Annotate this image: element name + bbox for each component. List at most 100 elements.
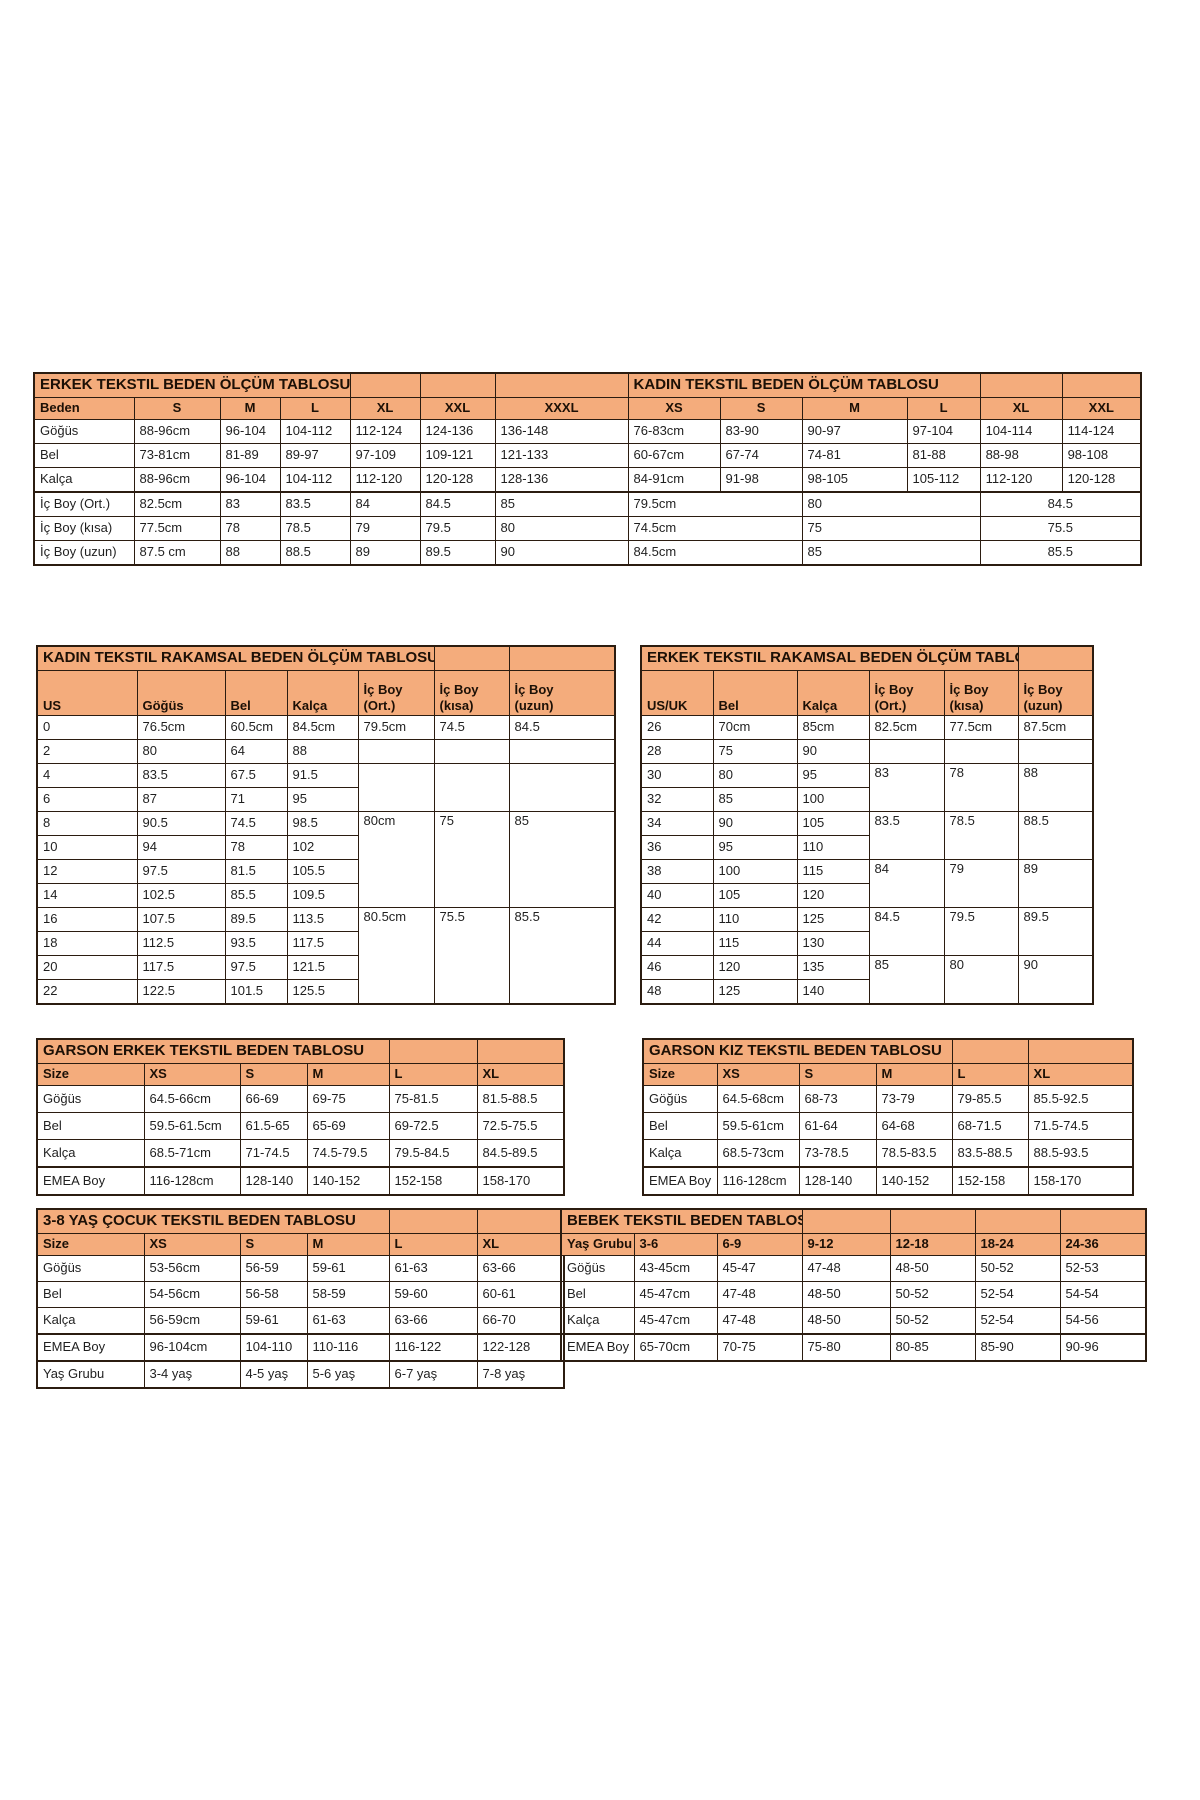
table-cell: 85: [801, 540, 981, 566]
table-cell: 88-98: [979, 443, 1063, 468]
table-cell: 121.5: [286, 955, 359, 980]
table-cell: 81-89: [219, 443, 281, 468]
table-cell: 112-120: [979, 467, 1063, 493]
table-cell: [943, 739, 1019, 764]
table-cell: 100: [796, 787, 870, 812]
table-cell: 112.5: [136, 931, 226, 956]
table-cell: 89: [349, 540, 421, 566]
table-cell: 102.5: [136, 883, 226, 908]
column-header: M: [875, 1063, 953, 1086]
table-cell: 0: [36, 715, 138, 740]
table-cell: 116-122: [388, 1333, 478, 1362]
table-title: ERKEK TEKSTIL RAKAMSAL BEDEN ÖLÇÜM TABLO…: [640, 645, 1019, 671]
table-cell: 78: [224, 835, 288, 860]
table-cell: 83.5: [868, 811, 945, 860]
table-cell: 59-60: [388, 1281, 478, 1308]
column-header: Beden: [33, 397, 135, 420]
garson-erkek-beden-table: GARSON ERKEK TEKSTIL BEDEN TABLOSU Size XS…: [36, 1038, 566, 1196]
column-header: XL: [349, 397, 421, 420]
table-cell: 114-124: [1061, 419, 1142, 444]
table-cell: 105: [796, 811, 870, 836]
table-cell: 50-52: [974, 1255, 1061, 1282]
table-cell: 90-97: [801, 419, 908, 444]
table-cell: 18: [36, 931, 138, 956]
table-cell: 140-152: [306, 1166, 390, 1196]
table-cell: 84.5-89.5: [476, 1139, 565, 1168]
table-cell: 69-75: [306, 1085, 390, 1113]
table-cell: 60.5cm: [224, 715, 288, 740]
table-cell: 90-96: [1059, 1333, 1147, 1362]
table-cell: 60-61: [476, 1281, 565, 1308]
table-cell: 75-80: [801, 1333, 891, 1362]
table-cell: 4-5 yaş: [239, 1360, 308, 1389]
table-cell: 68-71.5: [951, 1112, 1029, 1140]
table-cell: 71-74.5: [239, 1139, 308, 1168]
table-cell: 116-128cm: [716, 1166, 800, 1196]
table-cell: 71.5-74.5: [1027, 1112, 1134, 1140]
header-filler: [974, 1208, 1061, 1234]
column-header: Size: [36, 1063, 145, 1086]
column-header: Göğüs: [136, 670, 226, 716]
table-cell: 80: [801, 491, 981, 517]
table-cell: 83.5-88.5: [951, 1139, 1029, 1168]
header-filler: [889, 1208, 976, 1234]
table-cell: Yaş Grubu: [36, 1360, 145, 1389]
table-cell: 85: [868, 955, 945, 1005]
table-cell: 73-79: [875, 1085, 953, 1113]
table-cell: 22: [36, 979, 138, 1005]
table-cell: Bel: [36, 1281, 145, 1308]
table-cell: 77.5cm: [133, 516, 221, 541]
column-header: Kalça: [286, 670, 359, 716]
table-cell: 30: [640, 763, 714, 788]
table-cell: 75: [801, 516, 981, 541]
table-cell: Göğüs: [560, 1255, 635, 1282]
table-cell: 112-124: [349, 419, 421, 444]
table-cell: 20: [36, 955, 138, 980]
table-cell: [1017, 739, 1094, 764]
header-filler: [801, 1208, 891, 1234]
table-cell: 79.5: [419, 516, 496, 541]
table-cell: 43-45cm: [633, 1255, 718, 1282]
table-cell: 120-128: [419, 467, 496, 493]
table-cell: 120: [712, 955, 798, 980]
cocuk-3-8-yas-beden-table: 3-8 YAŞ ÇOCUK TEKSTIL BEDEN TABLOSU Size X…: [36, 1208, 566, 1389]
table-cell: 81.5: [224, 859, 288, 884]
table-cell: 136-148: [494, 419, 629, 444]
table-cell: 44: [640, 931, 714, 956]
column-header: 12-18: [889, 1233, 976, 1256]
column-header: L: [906, 397, 981, 420]
table-cell: 54-54: [1059, 1281, 1147, 1308]
table-cell: 87.5cm: [1017, 715, 1094, 740]
table-cell: 88-96cm: [133, 467, 221, 493]
table-cell: 63-66: [388, 1307, 478, 1335]
table-cell: 83-90: [719, 419, 803, 444]
table-cell: 97.5: [136, 859, 226, 884]
table-cell: 69-72.5: [388, 1112, 478, 1140]
table-cell: 93.5: [224, 931, 288, 956]
table-cell: 96-104cm: [143, 1333, 241, 1362]
table-cell: 128-136: [494, 467, 629, 493]
table-cell: 61-64: [798, 1112, 877, 1140]
table-cell: 102: [286, 835, 359, 860]
table-cell: 65-69: [306, 1112, 390, 1140]
table-cell: 89.5: [1017, 907, 1094, 956]
table-cell: 6-7 yaş: [388, 1360, 478, 1389]
table-cell: EMEA Boy: [36, 1166, 145, 1196]
table-cell: 94: [136, 835, 226, 860]
table-cell: Bel: [642, 1112, 718, 1140]
column-header: İç Boy (kısa): [943, 670, 1019, 716]
table-cell: 65-70cm: [633, 1333, 718, 1362]
table-cell: 90: [494, 540, 629, 566]
table-cell: 58-59: [306, 1281, 390, 1308]
table-cell: 47-48: [801, 1255, 891, 1282]
table-cell: 84-91cm: [627, 467, 721, 493]
table-cell: 72.5-75.5: [476, 1112, 565, 1140]
table-cell: 120: [796, 883, 870, 908]
table-cell: [433, 763, 510, 812]
table-cell: 61.5-65: [239, 1112, 308, 1140]
table-cell: 78.5-83.5: [875, 1139, 953, 1168]
table-cell: 61-63: [306, 1307, 390, 1335]
table-title: KADIN TEKSTIL RAKAMSAL BEDEN ÖLÇÜM TABLO…: [36, 645, 435, 671]
column-header: 18-24: [974, 1233, 1061, 1256]
table-cell: 79: [349, 516, 421, 541]
